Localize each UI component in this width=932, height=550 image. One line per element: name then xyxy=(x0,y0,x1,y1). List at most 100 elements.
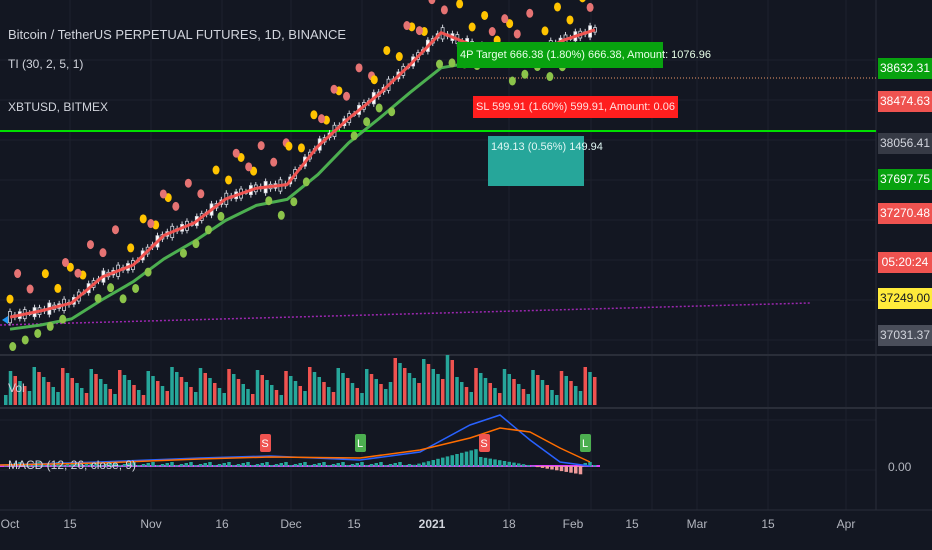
macd-hist-bar xyxy=(279,463,283,467)
macd-hist-bar xyxy=(460,452,464,467)
price-tag-2: 38474.63 xyxy=(878,91,932,112)
macd-hist-bar xyxy=(312,464,317,467)
macd-marker xyxy=(479,434,490,452)
green-dot xyxy=(290,197,298,207)
volume-bar xyxy=(170,367,174,405)
volume-bar xyxy=(18,381,22,405)
volume-bar xyxy=(89,369,93,405)
time-axis-label: Apr xyxy=(837,517,856,531)
macd-hist-bar xyxy=(208,462,212,467)
volume-bar xyxy=(384,389,388,405)
volume-bar xyxy=(99,379,103,405)
volume-bar xyxy=(379,384,383,405)
volume-bar xyxy=(331,392,336,405)
volume-bar xyxy=(312,372,317,405)
volume-bar xyxy=(455,377,459,405)
green-dot xyxy=(107,283,115,293)
volume-bar xyxy=(498,393,502,405)
volume-bar xyxy=(255,370,260,405)
macd-hist-bar xyxy=(194,465,198,467)
volume-bar xyxy=(564,376,568,405)
volume-bar xyxy=(118,370,122,405)
volume-bar xyxy=(317,377,321,405)
green-dot xyxy=(179,248,187,258)
green-dot xyxy=(375,103,383,113)
volume-bar xyxy=(208,378,212,405)
red-dot xyxy=(232,148,240,158)
red-dot xyxy=(526,8,534,18)
macd-hist-bar xyxy=(151,462,155,467)
macd-legend[interactable]: MACD (12, 26, close, 9) xyxy=(8,458,137,472)
macd-hist-bar xyxy=(127,463,131,467)
volume-bar xyxy=(417,383,421,405)
countdown-tag: 05:20:24 xyxy=(878,252,932,273)
green-dot xyxy=(9,342,17,352)
macd-hist-bar xyxy=(241,463,245,467)
red-dot xyxy=(86,240,94,250)
macd-hist-bar xyxy=(512,462,516,467)
indicator-legend[interactable]: TI (30, 2, 5, 1) xyxy=(8,57,84,71)
trade-info-label[interactable]: 149.13 (0.56%) 149.94 xyxy=(488,136,603,186)
symbol-title[interactable]: Bitcoin / TetherUS PERPETUAL FUTURES, 1D… xyxy=(8,27,347,42)
green-dot xyxy=(363,117,371,127)
time-axis-label: 15 xyxy=(625,517,639,531)
macd-hist-bar xyxy=(165,463,169,467)
green-dot xyxy=(302,177,310,187)
stop-loss-label[interactable]: SL 599.91 (1.60%) 599.91, Amount: 0.06 xyxy=(473,96,678,118)
volume-legend[interactable]: Vol xyxy=(8,381,25,395)
yellow-dot xyxy=(297,143,305,153)
volume-bar xyxy=(545,385,549,405)
macd-hist-bar xyxy=(236,464,241,467)
yellow-dot xyxy=(553,2,561,12)
red-dot xyxy=(61,257,69,267)
macd-hist-bar xyxy=(531,465,535,467)
volume-bar xyxy=(460,382,464,405)
volume-bar xyxy=(403,368,407,405)
red-dot xyxy=(257,141,265,151)
macd-hist-bar xyxy=(108,463,112,467)
price-tag-3: 38056.41 xyxy=(878,133,932,154)
macd-hist-bar xyxy=(213,465,217,467)
time-axis-label: Feb xyxy=(563,517,584,531)
macd-hist-bar xyxy=(160,464,165,467)
macd-hist-bar xyxy=(270,465,274,467)
macd-hist-bar xyxy=(146,463,150,467)
macd-hist-bar xyxy=(222,463,226,467)
macd-hist-bar xyxy=(445,456,450,467)
volume-bar xyxy=(322,382,326,405)
left-marker-icon xyxy=(2,316,8,324)
macd-marker xyxy=(260,434,271,452)
macd-hist-bar xyxy=(388,464,393,467)
macd-hist-bar xyxy=(464,451,469,467)
macd-hist-bar xyxy=(331,464,336,467)
macd-hist-bar xyxy=(293,464,298,467)
yellow-dot xyxy=(212,165,220,175)
compare-symbol-legend[interactable]: XBTUSD, BITMEX xyxy=(8,100,109,114)
macd-hist-bar xyxy=(436,458,440,467)
macd-hist-bar xyxy=(251,465,255,467)
macd-hist-bar xyxy=(175,465,179,467)
red-dot xyxy=(99,248,107,258)
macd-hist-bar xyxy=(227,462,231,467)
yellow-dot xyxy=(41,269,49,279)
red-dot xyxy=(501,14,509,24)
purple-trend-line xyxy=(0,302,811,326)
macd-hist-bar xyxy=(103,464,108,467)
volume-bar xyxy=(398,363,402,405)
macd-hist-bar xyxy=(407,464,412,467)
yellow-dot xyxy=(468,22,476,32)
yellow-dot xyxy=(6,294,14,304)
macd-hist-bar xyxy=(203,463,207,467)
take-profit-label[interactable]: 4P Target 666.38 (1.80%) 666.38, Amount:… xyxy=(457,42,711,68)
volume-bar xyxy=(369,374,374,405)
volume-bar xyxy=(412,378,416,405)
macd-hist-bar xyxy=(336,463,340,467)
volume-bar xyxy=(436,374,440,405)
volume-bar xyxy=(512,379,516,405)
red-dot xyxy=(14,269,22,279)
macd-hist-bar xyxy=(27,464,32,467)
macd-hist-bar xyxy=(393,463,397,467)
green-dot xyxy=(436,59,444,69)
volume-bar xyxy=(51,387,55,405)
